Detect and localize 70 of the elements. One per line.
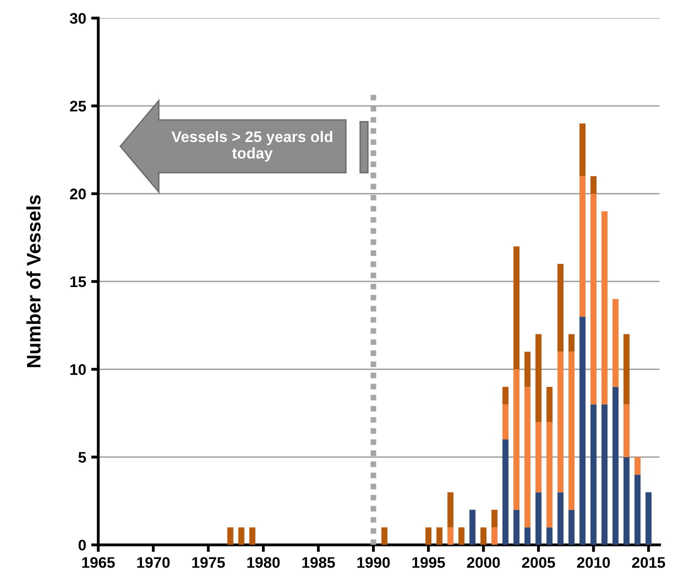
bar — [579, 123, 586, 176]
bar — [480, 527, 486, 545]
bar — [535, 492, 542, 545]
x-tick-label: 2000 — [466, 557, 500, 568]
bar — [623, 457, 630, 545]
bar — [590, 404, 597, 545]
bar — [634, 457, 641, 475]
bar — [524, 386, 530, 528]
bar — [535, 334, 542, 422]
y-tick-label: 30 — [70, 12, 86, 24]
bar — [568, 352, 575, 510]
bar — [557, 352, 564, 492]
bar — [436, 527, 442, 545]
bar — [601, 211, 608, 404]
bar — [579, 176, 586, 317]
x-tick-label: 1995 — [412, 557, 445, 568]
bar — [634, 474, 641, 545]
y-axis-title: Number of Vessels — [26, 195, 41, 368]
bar — [491, 510, 498, 528]
x-tick-label: 2005 — [522, 557, 556, 568]
bar — [535, 422, 542, 492]
bar — [568, 510, 575, 545]
annotation: Vessels > 25 years old today — [172, 130, 332, 162]
bar — [524, 527, 530, 545]
x-tick-label: 2015 — [632, 557, 666, 568]
bar — [425, 527, 432, 545]
bar — [601, 404, 608, 545]
bar — [447, 527, 454, 545]
bar — [513, 246, 520, 370]
x-tick-label: 2010 — [577, 557, 610, 568]
y-tick-label: 20 — [70, 188, 86, 200]
bar — [513, 510, 520, 545]
bar — [458, 527, 464, 545]
bar — [590, 194, 597, 404]
bar — [568, 334, 575, 352]
y-tick-label: 0 — [78, 540, 86, 551]
bar — [546, 422, 553, 528]
bar — [238, 527, 244, 545]
bar — [623, 334, 630, 404]
bar — [502, 386, 508, 404]
bar — [590, 176, 597, 194]
y-tick-label: 5 — [78, 452, 86, 463]
bar — [557, 492, 564, 545]
x-tick-label: 1975 — [192, 557, 225, 568]
bar — [227, 527, 234, 545]
bar — [579, 316, 586, 545]
bar — [646, 492, 652, 545]
x-tick-label: 1970 — [137, 557, 170, 568]
bar — [612, 386, 619, 545]
bar — [502, 404, 508, 440]
bar — [491, 527, 498, 545]
bar — [546, 527, 553, 545]
y-tick-label: 25 — [70, 100, 86, 112]
x-tick-label: 1965 — [82, 557, 115, 568]
x-tick-label: 1990 — [357, 557, 390, 568]
x-tick-label: 1985 — [302, 557, 335, 568]
bar — [502, 440, 508, 545]
bar — [623, 404, 630, 458]
bar — [524, 352, 530, 387]
bar — [249, 527, 256, 545]
bar — [546, 386, 553, 422]
y-tick-label: 10 — [70, 364, 86, 375]
bar — [612, 299, 619, 387]
bar — [557, 264, 564, 352]
x-tick-label: 1980 — [247, 557, 280, 568]
y-tick-label: 15 — [70, 276, 86, 288]
bar — [469, 510, 476, 545]
bar — [513, 369, 520, 510]
bar — [447, 492, 454, 528]
bar — [381, 527, 388, 545]
